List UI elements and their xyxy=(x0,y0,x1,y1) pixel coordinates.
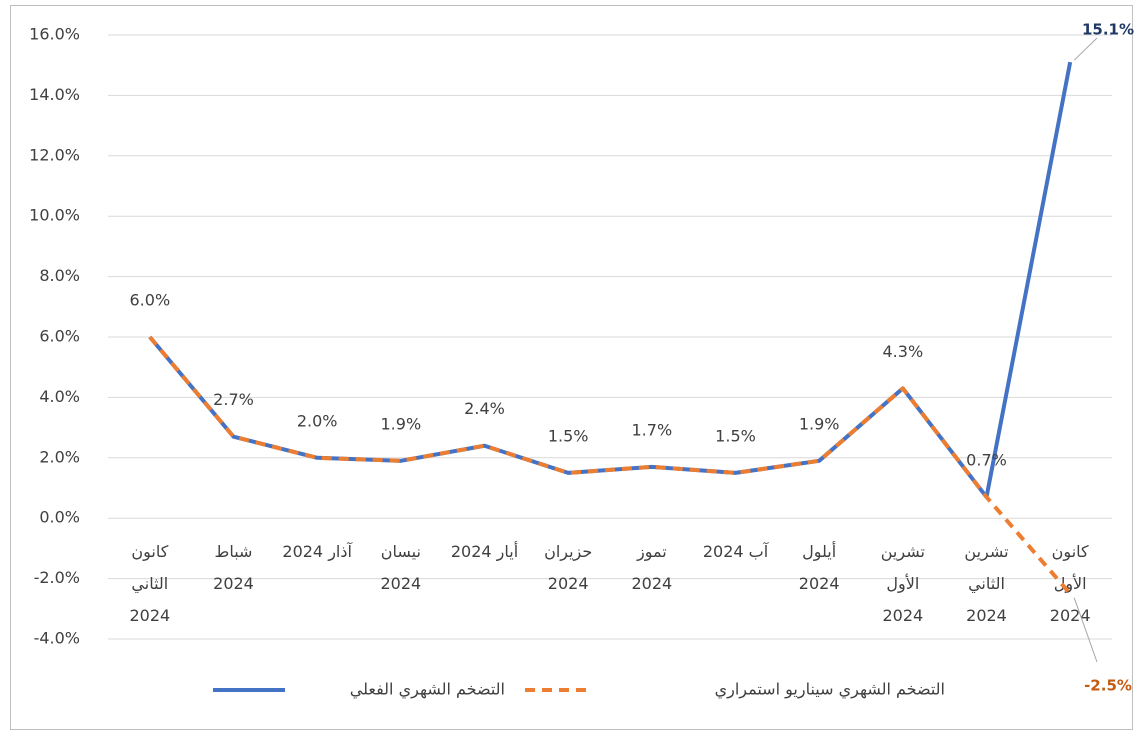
x-tick-label: تموز 2024 xyxy=(631,542,672,593)
y-tick-label: 12.0% xyxy=(29,145,80,164)
data-label: 4.3% xyxy=(883,342,924,361)
x-tick-label: أيار 2024 xyxy=(451,541,518,562)
x-tick-label: أيلول 2024 xyxy=(799,541,840,593)
y-tick-label: 10.0% xyxy=(29,206,80,225)
data-label: 1.5% xyxy=(715,426,756,445)
leader-line xyxy=(1073,597,1098,663)
data-label: 1.7% xyxy=(632,420,673,439)
x-tick-label: شباط 2024 xyxy=(213,542,254,593)
data-label: 15.1% xyxy=(1082,21,1134,39)
series-line xyxy=(148,335,1072,596)
y-tick-label: -2.0% xyxy=(34,568,80,587)
y-tick-label: 4.0% xyxy=(39,387,80,406)
x-tick-label: تشرين الثاني 2024 xyxy=(964,542,1008,625)
x-tick-label: آب 2024 xyxy=(703,542,770,561)
data-label: 1.9% xyxy=(799,414,840,433)
leader-line xyxy=(1073,37,1098,61)
data-label: 2.7% xyxy=(213,390,254,409)
legend-label: التضخم الشهري سيناريو استمراري xyxy=(715,680,945,700)
x-tick-label: آذار 2024 xyxy=(282,542,353,562)
data-label: 0.7% xyxy=(966,451,1007,470)
y-tick-label: 16.0% xyxy=(29,25,80,44)
y-tick-label: -4.0% xyxy=(34,629,80,648)
chart-frame xyxy=(10,5,1133,730)
y-tick-label: 2.0% xyxy=(39,447,80,466)
data-label: 1.5% xyxy=(548,426,589,445)
legend-label: التضخم الشهري الفعلي xyxy=(350,680,505,700)
x-tick-label: حزيران 2024 xyxy=(544,542,592,593)
y-tick-label: 8.0% xyxy=(39,266,80,285)
data-label: 2.4% xyxy=(464,399,505,418)
data-label: 1.9% xyxy=(381,414,422,433)
y-tick-label: 0.0% xyxy=(39,508,80,527)
data-label: 2.0% xyxy=(297,411,338,430)
y-tick-label: 6.0% xyxy=(39,327,80,346)
x-tick-label: تشرين الأول 2024 xyxy=(881,542,925,625)
data-label: -2.5% xyxy=(1084,677,1132,695)
x-tick-label: نيسان 2024 xyxy=(380,542,421,593)
data-label: 6.0% xyxy=(130,291,171,310)
x-tick-label: كانون الثاني 2024 xyxy=(129,542,170,625)
x-tick-label: كانون الأول 2024 xyxy=(1050,542,1091,625)
y-tick-label: 14.0% xyxy=(29,85,80,104)
